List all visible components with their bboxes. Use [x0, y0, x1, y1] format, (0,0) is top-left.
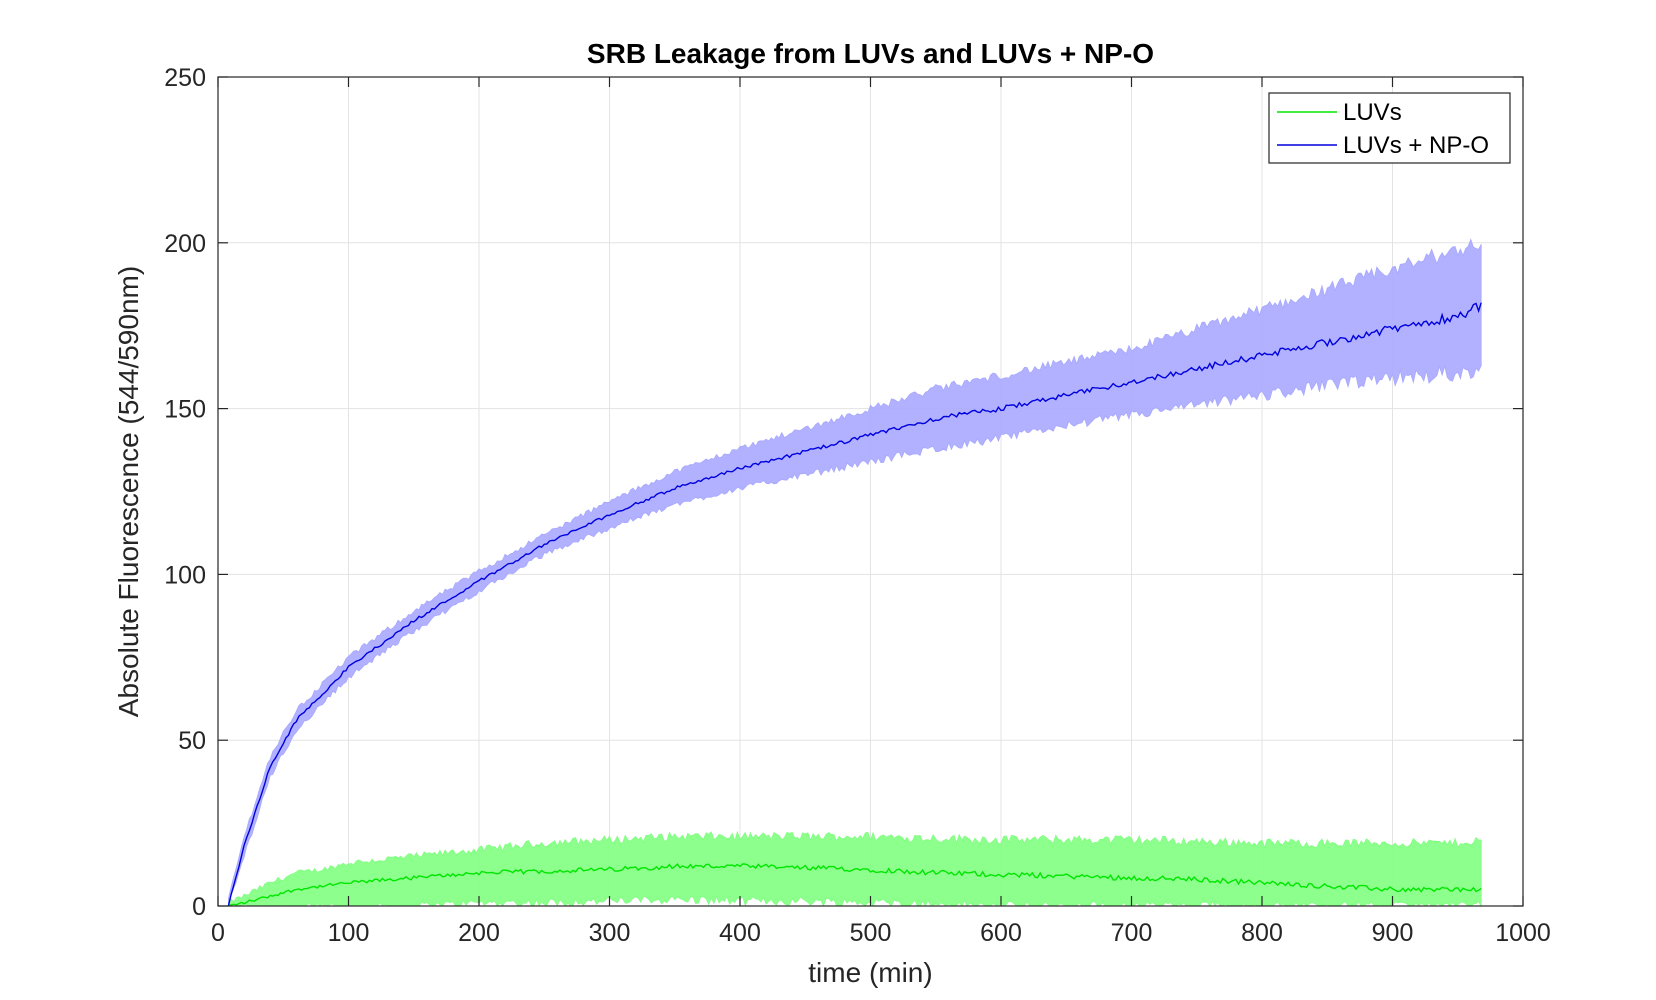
x-tick-label: 400: [719, 919, 761, 947]
line-layer: [227, 302, 1482, 907]
y-tick-label: 0: [192, 893, 206, 921]
x-tick-label: 500: [850, 919, 892, 947]
x-tick-label: 200: [458, 919, 500, 947]
y-tick-label: 150: [164, 396, 206, 424]
x-tick-label: 300: [589, 919, 631, 947]
chart-title: SRB Leakage from LUVs and LUVs + NP-O: [587, 38, 1154, 69]
x-tick-label: 100: [328, 919, 370, 947]
legend-label-luvs: LUVs: [1343, 99, 1402, 126]
x-tick-label: 900: [1372, 919, 1414, 947]
y-tick-label: 50: [178, 727, 206, 755]
series-line-luvs: [228, 863, 1482, 907]
legend-label-luvs-np-o: LUVs + NP-O: [1343, 132, 1489, 159]
tick-layer: 0 100 200 300 400 500 600 700 800 900 1000 0 50 100 15…: [164, 64, 1551, 947]
y-tick-label: 250: [164, 64, 206, 92]
x-tick-label: 600: [980, 919, 1022, 947]
y-tick-label: 100: [164, 561, 206, 589]
error-band-luvs-np-o: [228, 238, 1482, 907]
x-tick-label: 0: [211, 919, 225, 947]
y-tick-label: 200: [164, 230, 206, 258]
series-line-luvs-np-o: [227, 302, 1482, 907]
legend: LUVs LUVs + NP-O: [1268, 92, 1511, 164]
x-tick-label: 800: [1241, 919, 1283, 947]
y-axis-label: Absolute Fluorescence (544/590nm): [113, 266, 144, 717]
legend-box: [1268, 92, 1511, 164]
x-tick-label: 1000: [1495, 919, 1551, 947]
x-tick-label: 700: [1111, 919, 1153, 947]
x-axis-label: time (min): [808, 957, 932, 988]
grid-layer: [218, 77, 1523, 906]
